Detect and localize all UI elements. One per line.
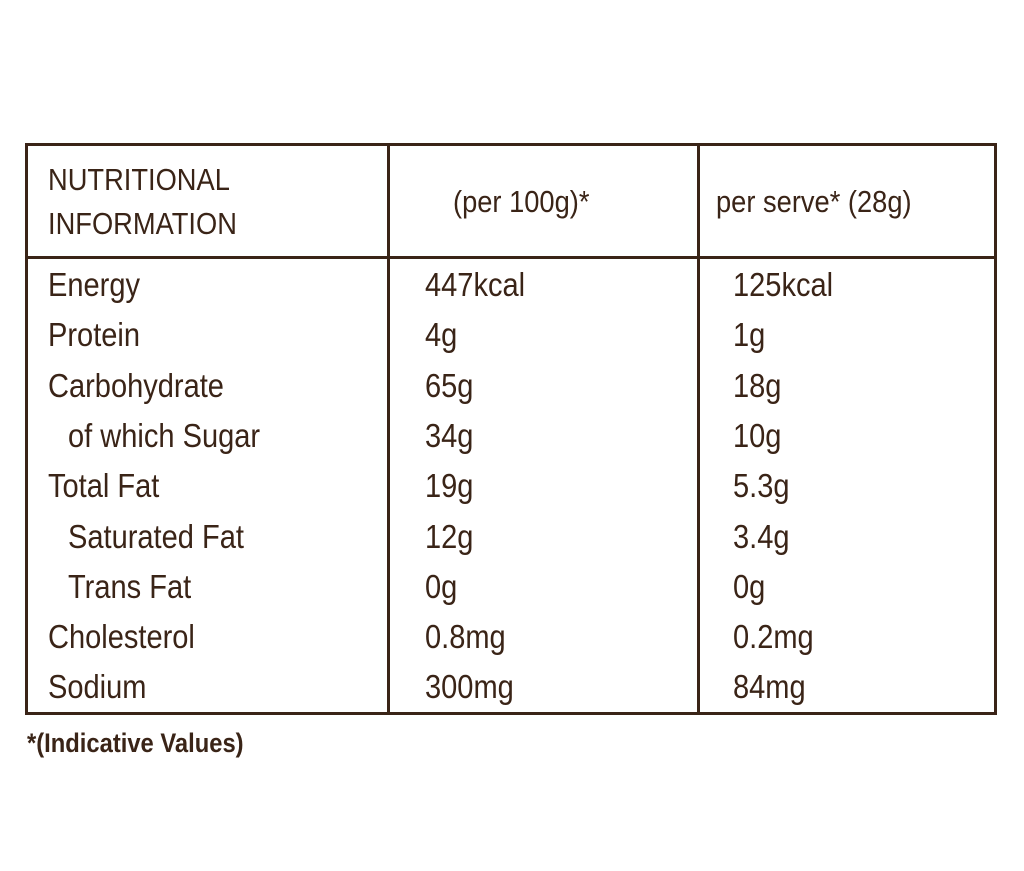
nutrient-label: Sodium bbox=[48, 668, 147, 706]
nutrient-value: 4g bbox=[425, 316, 458, 354]
nutrient-value: 447kcal bbox=[425, 266, 526, 303]
nutrient-value: 0.8mg bbox=[425, 618, 506, 656]
nutrient-label: Protein bbox=[48, 316, 141, 354]
column-divider bbox=[697, 146, 700, 712]
nutrient-label: Cholesterol bbox=[48, 618, 195, 656]
nutrient-label: Total Fat bbox=[48, 467, 160, 505]
nutrient-value: 65g bbox=[425, 366, 474, 404]
nutrient-value: 34g bbox=[425, 416, 474, 454]
column-divider bbox=[387, 146, 390, 712]
nutrient-label: Carbohydrate bbox=[48, 366, 224, 404]
nutrient-value: 0g bbox=[425, 567, 458, 605]
nutrient-label: Saturated Fat bbox=[68, 517, 244, 555]
nutrient-label: Trans Fat bbox=[68, 567, 192, 605]
footnote: *(Indicative Values) bbox=[27, 728, 244, 758]
nutrient-value: 10g bbox=[733, 416, 782, 454]
nutrient-value: 12g bbox=[425, 517, 474, 555]
nutrient-label: Energy bbox=[48, 266, 141, 303]
nutrient-value: 300mg bbox=[425, 668, 514, 706]
header-cell: (per 100g)* bbox=[453, 184, 590, 219]
header-cell: per serve* (28g) bbox=[716, 184, 912, 219]
nutrient-value: 0.2mg bbox=[733, 618, 814, 656]
nutrient-value: 125kcal bbox=[733, 266, 834, 303]
nutrient-value: 1g bbox=[733, 316, 766, 354]
nutrient-value: 3.4g bbox=[733, 517, 790, 555]
nutrient-value: 0g bbox=[733, 567, 766, 605]
nutrient-value: 84mg bbox=[733, 668, 806, 706]
nutrient-label: of which Sugar bbox=[68, 416, 261, 454]
nutrient-value: 5.3g bbox=[733, 467, 790, 505]
nutrient-value: 18g bbox=[733, 366, 782, 404]
nutrition-table: NUTRITIONAL INFORMATION (per 100g)* per … bbox=[25, 143, 997, 715]
header-cell: NUTRITIONAL INFORMATION bbox=[48, 162, 237, 241]
nutrient-value: 19g bbox=[425, 467, 474, 505]
header-divider bbox=[28, 256, 994, 259]
